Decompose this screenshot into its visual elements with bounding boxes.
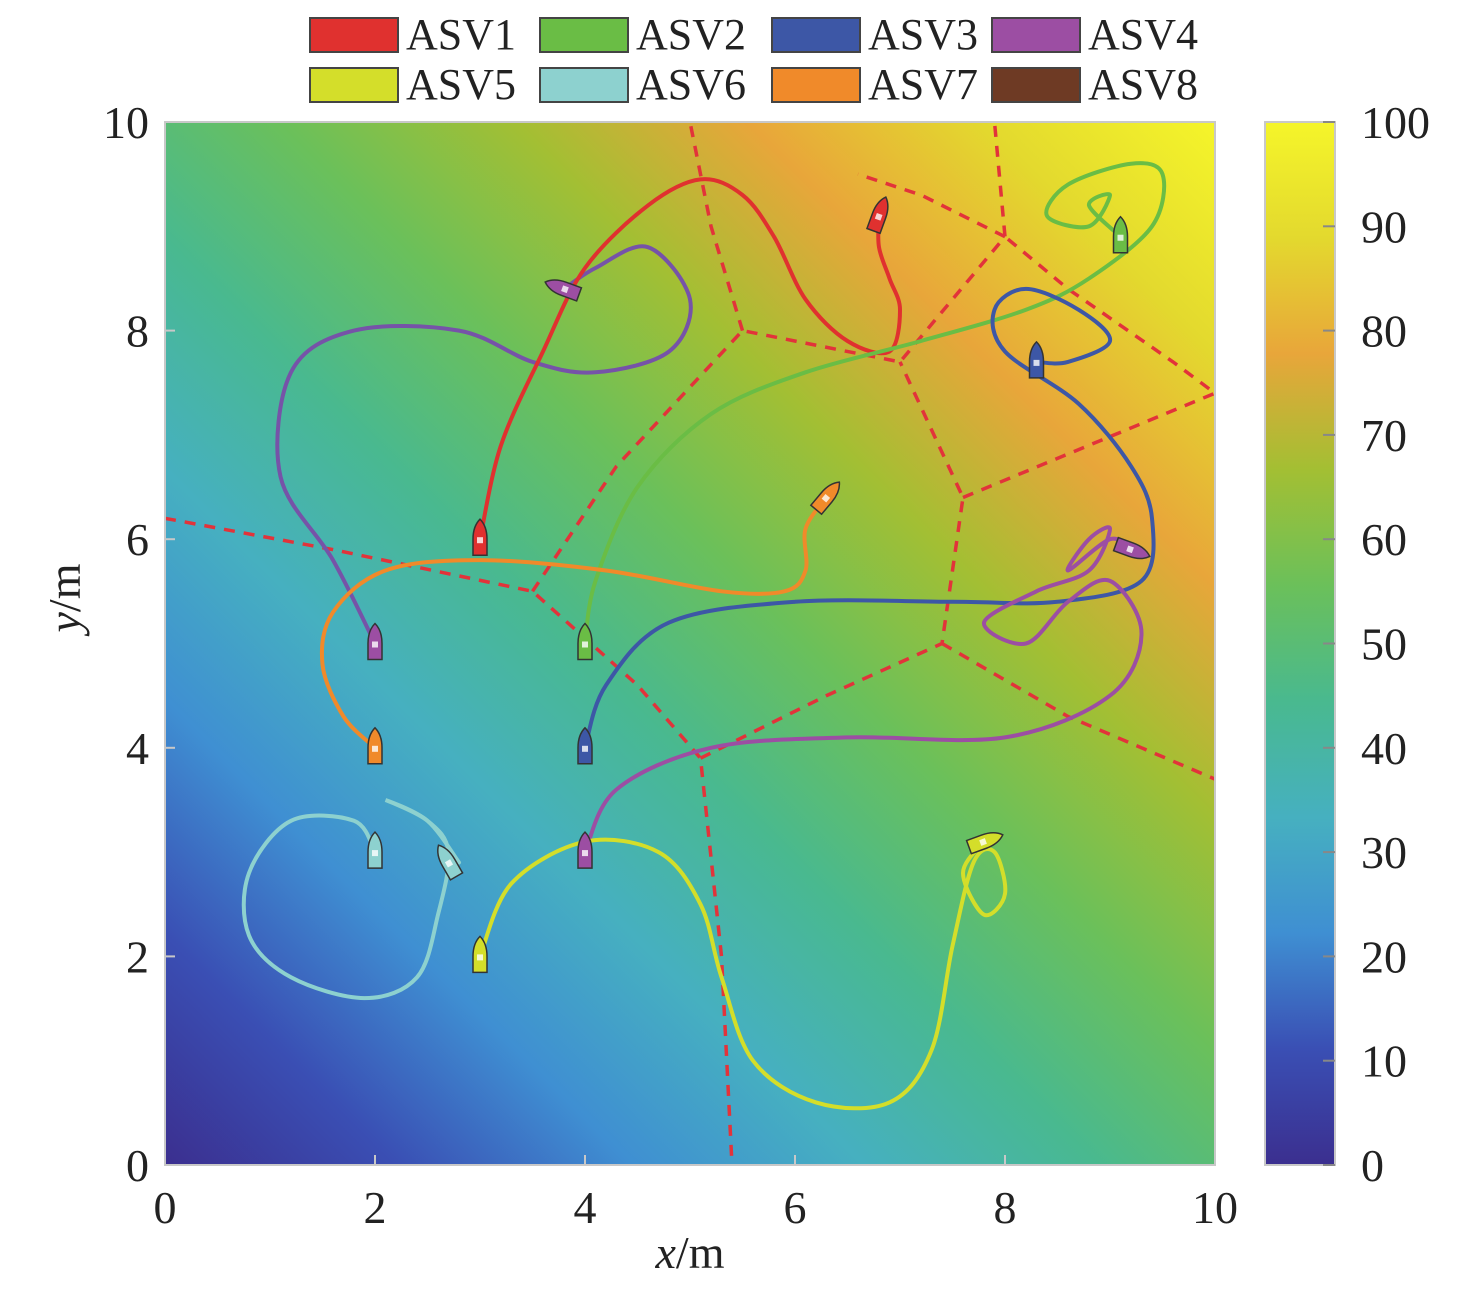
vessel-marker bbox=[865, 196, 889, 235]
vessel-marker bbox=[367, 726, 383, 765]
legend-swatch bbox=[539, 67, 629, 103]
y-tick-label: 0 bbox=[126, 1140, 149, 1191]
vessel-marker bbox=[1112, 536, 1151, 560]
legend-swatch bbox=[539, 17, 629, 53]
y-tick-label: 4 bbox=[126, 723, 149, 774]
colorbar-tick-label: 60 bbox=[1361, 514, 1407, 565]
colorbar-tick-label: 20 bbox=[1361, 931, 1407, 982]
y-axis-label: y/m bbox=[39, 563, 90, 636]
boundary-line bbox=[531, 122, 1007, 593]
colorbar-tick-label: 40 bbox=[1361, 723, 1407, 774]
x-tick-label: 10 bbox=[1192, 1182, 1238, 1233]
trajectory-asv3 bbox=[583, 286, 1156, 750]
colorbar-tick-label: 90 bbox=[1361, 201, 1407, 252]
vessel-marker bbox=[577, 726, 593, 765]
x-tick-label: 2 bbox=[364, 1182, 387, 1233]
vessel-marker bbox=[577, 622, 593, 661]
boundary-line bbox=[941, 641, 1215, 781]
x-tick-label: 8 bbox=[994, 1182, 1017, 1233]
boundary-line bbox=[165, 516, 734, 1165]
vessel-marker bbox=[472, 518, 488, 556]
legend-label: ASV4 bbox=[1088, 10, 1198, 59]
trajectory-asv7 bbox=[319, 495, 829, 750]
vessel-marker bbox=[472, 935, 488, 974]
legend-swatch bbox=[309, 17, 399, 53]
legend-swatch bbox=[771, 17, 861, 53]
legend: ASV1 ASV2 ASV3 ASV4 ASV5 ASV6 ASV7 ASV8 bbox=[309, 10, 1198, 109]
legend-swatch bbox=[771, 67, 861, 103]
colorbar-tick-label: 80 bbox=[1361, 306, 1407, 357]
x-tick-label: 0 bbox=[154, 1182, 177, 1233]
x-tick-label: 4 bbox=[574, 1182, 597, 1233]
colorbar-tick-label: 0 bbox=[1361, 1140, 1384, 1191]
vessel-marker bbox=[437, 844, 464, 881]
vessel-marker bbox=[809, 481, 841, 516]
x-tick-label: 6 bbox=[784, 1182, 807, 1233]
trajectories bbox=[241, 161, 1167, 1111]
y-tick-label: 10 bbox=[103, 97, 149, 148]
partition-boundaries bbox=[165, 122, 1215, 1165]
boundary-line bbox=[962, 235, 1215, 500]
legend-label: ASV5 bbox=[406, 60, 516, 109]
colorbar-tick-label: 50 bbox=[1361, 619, 1407, 670]
x-axis-label: x/m bbox=[655, 1227, 725, 1278]
trajectory-asv2 bbox=[583, 161, 1167, 646]
colorbar-tick-label: 70 bbox=[1361, 410, 1407, 461]
legend-swatch bbox=[991, 67, 1081, 103]
trajectory-asv1 bbox=[478, 177, 903, 542]
colorbar-tick-label: 100 bbox=[1361, 97, 1430, 148]
legend-label: ASV8 bbox=[1088, 60, 1198, 109]
vessel-markers bbox=[367, 196, 1151, 974]
vessel-marker bbox=[577, 831, 593, 869]
plot-frame bbox=[164, 121, 1216, 1166]
y-tick-label: 8 bbox=[126, 306, 149, 357]
legend-label: ASV6 bbox=[636, 60, 746, 109]
trajectory-asv6 bbox=[241, 798, 461, 1001]
trajectory-extra bbox=[275, 244, 693, 646]
colorbar-ticks: 0 10 20 30 40 50 60 70 80 90 100 bbox=[1323, 97, 1430, 1191]
legend-swatch bbox=[309, 67, 399, 103]
colorbar-tick-label: 10 bbox=[1361, 1036, 1407, 1087]
y-ticks: 0 2 4 6 8 10 bbox=[103, 97, 175, 1191]
legend-label: ASV1 bbox=[406, 10, 516, 59]
vessel-marker bbox=[1028, 340, 1045, 379]
legend-swatch bbox=[991, 17, 1081, 53]
y-tick-label: 6 bbox=[126, 514, 149, 565]
vessel-marker bbox=[367, 831, 383, 869]
boundary-line bbox=[688, 122, 745, 332]
colorbar-tick-label: 30 bbox=[1361, 827, 1407, 878]
trajectory-asv5 bbox=[478, 837, 1008, 1111]
trajectory-asv4 bbox=[583, 525, 1144, 855]
y-tick-label: 2 bbox=[126, 931, 149, 982]
legend-label: ASV3 bbox=[868, 10, 978, 59]
vessel-marker bbox=[965, 832, 1004, 855]
x-ticks: 0 2 4 6 8 10 bbox=[154, 1155, 1238, 1233]
vessel-marker bbox=[1112, 215, 1129, 254]
legend-label: ASV2 bbox=[636, 10, 746, 59]
vessel-marker bbox=[544, 279, 583, 302]
vessel-marker bbox=[367, 622, 383, 661]
legend-label: ASV7 bbox=[868, 60, 978, 109]
